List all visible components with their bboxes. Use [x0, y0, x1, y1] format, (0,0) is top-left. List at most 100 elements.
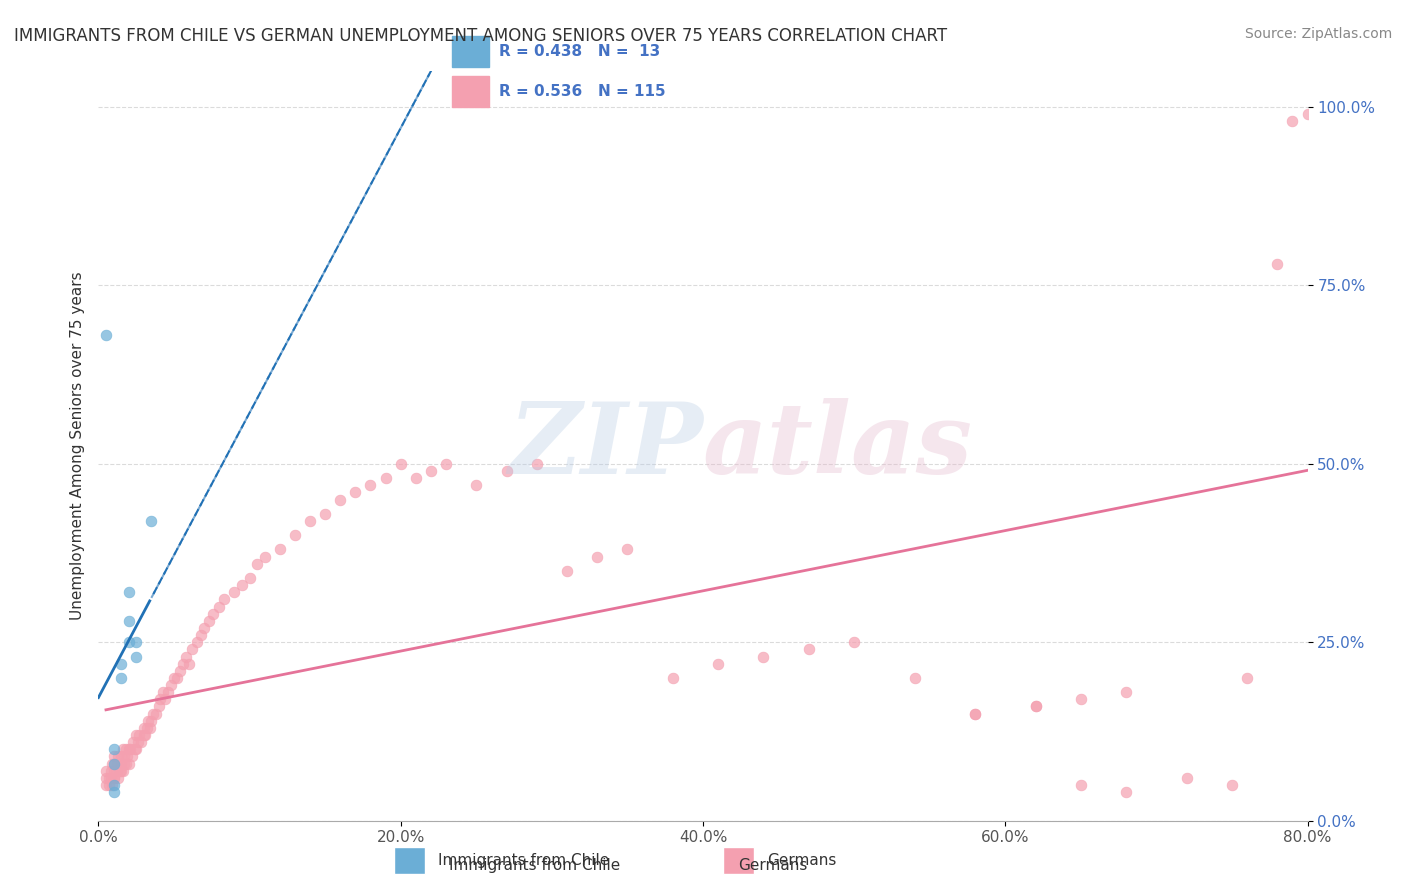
Point [122, 735, 145, 749]
Point [269, 542, 291, 557]
Point [103, 749, 125, 764]
Point [103, 756, 125, 771]
Point [98, 778, 121, 792]
Text: IMMIGRANTS FROM CHILE VS GERMAN UNEMPLOYMENT AMONG SENIORS OVER 75 YEARS CORRELA: IMMIGRANTS FROM CHILE VS GERMAN UNEMPLOY… [14, 27, 948, 45]
Text: ZIP: ZIP [508, 398, 703, 494]
Point [136, 714, 159, 728]
Point [149, 692, 172, 706]
Point [904, 671, 927, 685]
Text: Immigrants from Chile: Immigrants from Chile [449, 858, 620, 872]
Point [135, 721, 157, 735]
Point [112, 749, 135, 764]
Y-axis label: Unemployment Among Seniors over 75 years: Unemployment Among Seniors over 75 years [69, 272, 84, 620]
Point [224, 585, 246, 599]
Point [197, 614, 219, 628]
Point [844, 635, 866, 649]
Point [389, 457, 412, 471]
Point [128, 728, 150, 742]
Point [132, 721, 155, 735]
Point [110, 756, 132, 771]
Point [125, 742, 148, 756]
Point [434, 457, 457, 471]
Point [374, 471, 396, 485]
Text: Germans: Germans [738, 858, 808, 872]
Point [120, 742, 142, 756]
Point [284, 528, 307, 542]
Point [132, 728, 155, 742]
Point [707, 657, 730, 671]
Point [797, 642, 820, 657]
Point [1341, 107, 1364, 121]
Text: Source: ZipAtlas.com: Source: ZipAtlas.com [1244, 27, 1392, 41]
Point [129, 735, 152, 749]
Point [190, 628, 212, 642]
Point [111, 742, 134, 756]
Point [1175, 771, 1198, 785]
Point [1296, 107, 1319, 121]
Point [101, 756, 124, 771]
Point [125, 635, 148, 649]
Point [1236, 671, 1258, 685]
Point [105, 764, 128, 778]
Point [148, 699, 170, 714]
Point [118, 614, 141, 628]
Point [142, 706, 165, 721]
Point [108, 764, 131, 778]
Text: Immigrants from Chile: Immigrants from Chile [439, 854, 609, 868]
Point [1281, 114, 1303, 128]
Point [231, 578, 253, 592]
Point [202, 607, 225, 621]
Point [1357, 100, 1379, 114]
Text: R = 0.536   N = 115: R = 0.536 N = 115 [499, 85, 665, 99]
Point [118, 756, 141, 771]
Text: R = 0.438   N =  13: R = 0.438 N = 13 [499, 45, 659, 59]
Point [1220, 778, 1243, 792]
Point [186, 635, 208, 649]
Point [103, 756, 125, 771]
Bar [453, 76, 489, 107]
Point [1327, 257, 1350, 271]
Point [103, 771, 125, 785]
Point [212, 592, 235, 607]
Point [1070, 692, 1092, 706]
Point [965, 706, 987, 721]
Point [208, 599, 231, 614]
Point [110, 657, 132, 671]
Text: atlas: atlas [703, 398, 973, 494]
Point [752, 649, 775, 664]
Point [110, 671, 132, 685]
Point [616, 542, 638, 557]
Point [420, 464, 443, 478]
Point [112, 756, 135, 771]
Point [166, 671, 188, 685]
Bar [453, 36, 489, 67]
Point [98, 771, 121, 785]
Point [100, 764, 122, 778]
Point [125, 649, 148, 664]
Point [239, 571, 262, 585]
Point [118, 635, 141, 649]
Point [107, 749, 129, 764]
Point [1115, 685, 1137, 699]
Point [1115, 785, 1137, 799]
Point [174, 649, 197, 664]
Point [110, 764, 132, 778]
Point [1024, 699, 1046, 714]
Point [94, 328, 117, 343]
Point [145, 706, 167, 721]
Point [344, 485, 367, 500]
Point [125, 728, 148, 742]
Point [253, 549, 276, 564]
Point [141, 514, 163, 528]
Point [299, 514, 322, 528]
Point [103, 742, 125, 756]
Point [114, 756, 136, 771]
Point [103, 771, 125, 785]
Point [152, 685, 174, 699]
Point [965, 706, 987, 721]
Point [1070, 778, 1092, 792]
Bar [394, 847, 426, 874]
Point [661, 671, 683, 685]
Point [1024, 699, 1046, 714]
Point [169, 664, 191, 678]
